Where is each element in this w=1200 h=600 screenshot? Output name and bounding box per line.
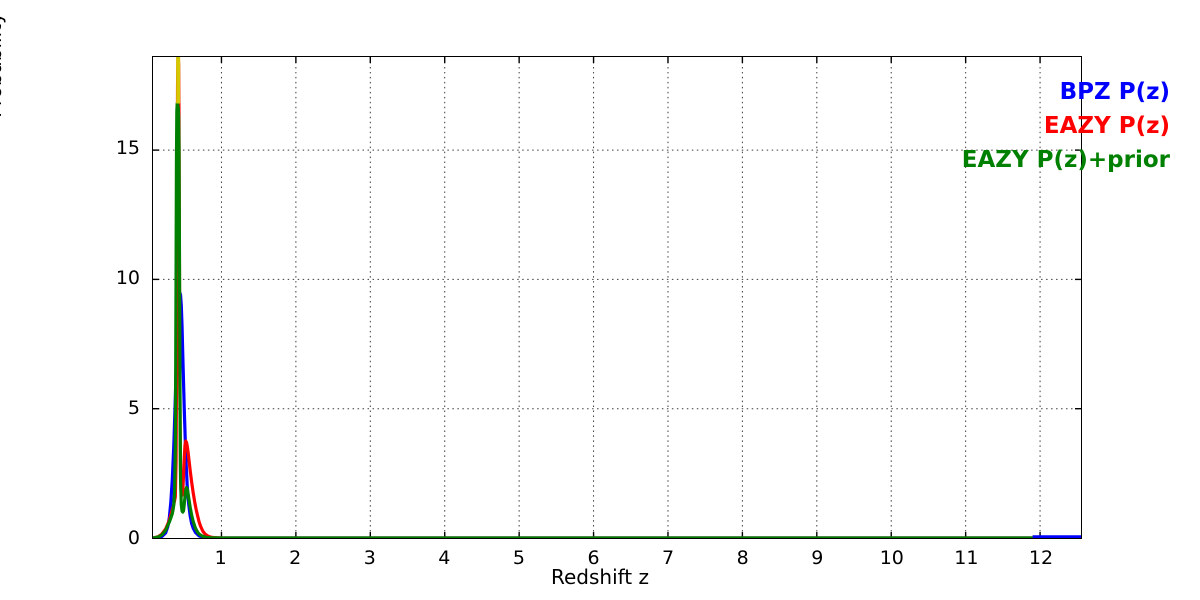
plot-area [152, 56, 1082, 539]
y-axis-label: Probability [0, 12, 6, 118]
tick-marks [153, 57, 1081, 538]
x-tick-label: 1 [214, 547, 227, 569]
series-line-bpz-p-z [153, 290, 1081, 538]
series-line-eazy-p-z [153, 57, 1081, 538]
x-tick-label: 11 [954, 547, 979, 569]
x-tick-label: 4 [438, 547, 451, 569]
legend-entry-eazy: EAZY P(z) [1043, 113, 1170, 139]
y-tick-label: 10 [115, 267, 140, 290]
x-tick-label: 8 [736, 547, 749, 569]
y-tick-label: 15 [115, 137, 140, 160]
x-tick-label: 12 [1028, 547, 1054, 569]
gridlines [153, 57, 1081, 538]
x-tick-label: 2 [289, 547, 302, 569]
x-tick-label: 9 [811, 547, 824, 569]
x-tick-label: 6 [587, 547, 600, 569]
data-series-layer [153, 57, 1081, 538]
y-tick-label: 0 [127, 527, 140, 549]
x-axis-label: Redshift z [550, 565, 650, 589]
x-tick-label: 3 [363, 547, 376, 569]
y-tick-label: 5 [127, 397, 140, 420]
x-tick-label: 7 [662, 547, 675, 569]
legend-entry-eazy-prior: EAZY P(z)+prior [961, 147, 1170, 173]
series-line-eazy-p-z-prior [153, 101, 1081, 538]
x-tick-label: 10 [879, 547, 904, 569]
x-tick-label: 5 [512, 547, 525, 569]
plot-svg [153, 57, 1081, 538]
legend-entry-bpz: BPZ P(z) [1059, 79, 1170, 105]
